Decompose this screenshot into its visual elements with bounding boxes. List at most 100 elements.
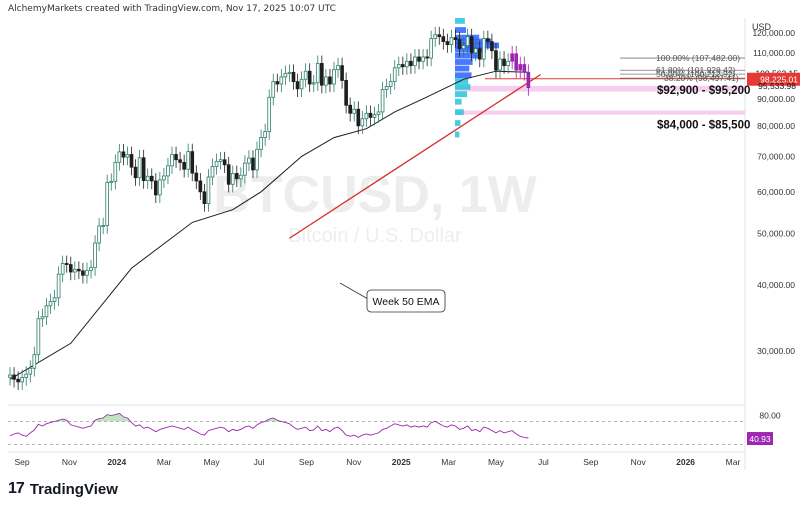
- y-tick-label: 80,000.00: [757, 121, 795, 131]
- watermark-symbol: BTCUSD, 1W: [213, 166, 537, 224]
- low-price-tag: 95,533.98: [758, 81, 796, 91]
- candle-body: [251, 157, 255, 171]
- candle-body: [287, 71, 292, 74]
- candle-body: [194, 172, 199, 182]
- candle-body: [8, 374, 12, 378]
- x-tick-label: Nov: [346, 457, 362, 467]
- x-tick-label: 2024: [107, 457, 126, 467]
- x-tick-label: Nov: [62, 457, 78, 467]
- volume-profile-bar: [455, 98, 462, 105]
- y-tick-label: 60,000.00: [757, 187, 795, 197]
- candle-body: [222, 159, 227, 166]
- candle-body: [117, 151, 122, 163]
- candle-body: [93, 242, 97, 269]
- candle-body: [368, 112, 373, 118]
- candle-body: [202, 191, 207, 204]
- x-tick-label: Nov: [631, 457, 647, 467]
- candle-body: [465, 36, 470, 46]
- trendline: [289, 74, 541, 239]
- candle-body: [324, 76, 328, 86]
- support-zone-2: [455, 110, 745, 115]
- x-tick-label: Sep: [583, 457, 598, 467]
- fib-50-label: 50.00% (100,212.92): [656, 69, 736, 79]
- ema-label-box: [366, 289, 446, 313]
- candle-body: [441, 36, 446, 42]
- candle-body: [433, 34, 438, 40]
- candle-body: [226, 164, 231, 185]
- candle-body: [186, 151, 191, 170]
- rsi-value-tag-bg: [747, 432, 773, 446]
- volume-profile-bar: [455, 65, 470, 72]
- candle-body: [340, 65, 344, 81]
- candle-body: [174, 154, 178, 161]
- candle-body: [32, 354, 37, 369]
- candle-body: [101, 225, 105, 227]
- candle-body: [291, 71, 296, 83]
- candle-body: [380, 89, 385, 113]
- candle-body: [109, 180, 114, 183]
- volume-profile-bar: [455, 83, 471, 90]
- candle-body: [158, 179, 162, 196]
- candle-body: [218, 159, 223, 162]
- candle-body: [469, 36, 474, 54]
- candle-body: [295, 81, 300, 90]
- fib-618-label: 61.80% (101,928.42): [656, 65, 736, 75]
- rsi-overbought-fill: [275, 420, 280, 422]
- candle-body: [170, 154, 174, 167]
- rsi-overbought-fill: [60, 419, 65, 422]
- candle-body: [477, 48, 482, 60]
- x-tick-label: May: [488, 457, 505, 467]
- y-tick-label: 50,000.00: [757, 229, 795, 239]
- candle-body: [44, 305, 49, 318]
- rsi-overbought-fill: [109, 415, 114, 422]
- x-tick-label: Jul: [538, 457, 549, 467]
- support-zone-1: [455, 85, 745, 92]
- candle-body: [125, 154, 130, 158]
- candle-body: [60, 263, 65, 275]
- candle-body: [392, 67, 397, 83]
- candle-body: [239, 174, 243, 180]
- candle-body: [421, 56, 425, 62]
- fib-382-label: 38.20% (98,497.41): [664, 73, 739, 83]
- tradingview-brand[interactable]: 17 TradingView: [8, 480, 118, 498]
- volume-profile-bar: [455, 59, 473, 65]
- candle-body: [259, 137, 263, 150]
- candle-body: [85, 269, 89, 276]
- candle-body: [490, 41, 494, 52]
- candle-body: [352, 108, 357, 114]
- y-tick-label: 40,000.00: [757, 280, 795, 290]
- rsi-overbought-fill: [113, 414, 118, 422]
- rsi-overbought-fill: [267, 419, 272, 422]
- candle-body: [36, 318, 41, 356]
- candle-body: [518, 64, 523, 71]
- candle-body: [360, 118, 365, 127]
- ema-label: Week 50 EMA: [373, 296, 440, 308]
- candle-body: [372, 114, 377, 118]
- candle-body: [68, 264, 73, 273]
- candle-body: [145, 175, 150, 182]
- rsi-line: [9, 412, 529, 439]
- candle-body: [336, 65, 340, 71]
- rsi-overbought-fill: [271, 418, 276, 422]
- candle-body: [506, 60, 510, 67]
- candle-body: [356, 108, 361, 127]
- candle-body: [267, 96, 272, 133]
- currency-label: USD: [752, 22, 772, 32]
- candle-body: [417, 56, 421, 62]
- rsi-overbought-fill: [101, 418, 106, 422]
- candle-body: [498, 58, 502, 71]
- candle-body: [311, 82, 316, 85]
- watermark-name: Bitcoin / U.S. Dollar: [288, 225, 462, 247]
- x-tick-label: Mar: [726, 457, 741, 467]
- candle-body: [449, 37, 454, 45]
- candle-body: [494, 50, 498, 71]
- volume-profile-bar: [455, 131, 460, 138]
- rsi-overbought-fill: [93, 420, 98, 422]
- y-tick-label: 70,000.00: [757, 151, 795, 161]
- candle-body: [77, 268, 81, 272]
- candle-body: [510, 53, 514, 62]
- candle-body: [283, 73, 288, 78]
- candle-body: [153, 180, 158, 196]
- candle-body: [376, 111, 381, 116]
